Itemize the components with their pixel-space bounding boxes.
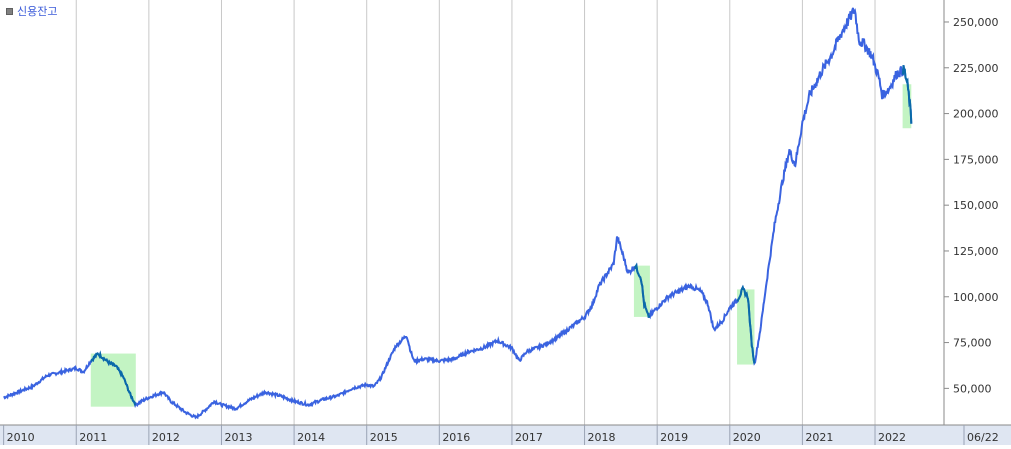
y-tick-label: 175,000: [953, 153, 999, 166]
legend: 신용잔고: [6, 3, 57, 19]
y-tick-label: 100,000: [953, 291, 999, 304]
x-tick-label: 2013: [224, 431, 252, 444]
highlight-segments: [90, 65, 913, 406]
y-tick-label: 225,000: [953, 62, 999, 75]
series-line-credit-balance: [3, 7, 913, 420]
vertical-grid: [75, 0, 876, 425]
x-tick-label: 2010: [7, 431, 35, 444]
legend-label: 신용잔고: [17, 5, 58, 18]
y-axis-ticks: 50,000 75,000 100,000 125,000 150,000 175,000…: [944, 16, 999, 395]
highlight-segment: [633, 262, 651, 318]
x-tick-label: 2021: [805, 431, 833, 444]
y-tick-label: 250,000: [953, 16, 999, 29]
highlight-box: [737, 289, 755, 365]
highlight-segment: [90, 350, 137, 406]
x-tick-label: 2017: [515, 431, 543, 444]
x-axis-ticks: 2010 2011 2012 2013 2014 2015 2016 2017 2018 2019…: [3, 425, 999, 445]
highlight-box: [90, 353, 136, 407]
y-tick-label: 150,000: [953, 199, 999, 212]
y-tick-label: 125,000: [953, 245, 999, 258]
x-tick-label: 06/22: [967, 431, 999, 444]
x-tick-label: 2012: [152, 431, 180, 444]
x-tick-label: 2019: [660, 431, 688, 444]
x-tick-label: 2018: [588, 431, 616, 444]
highlight-segment: [901, 65, 913, 124]
x-tick-label: 2014: [297, 431, 325, 444]
x-axis-panel: [0, 425, 1011, 445]
x-tick-label: 2011: [79, 431, 107, 444]
x-tick-label: 2016: [442, 431, 470, 444]
highlight-segment: [736, 284, 756, 364]
x-tick-label: 2015: [370, 431, 398, 444]
x-tick-label: 2022: [878, 431, 906, 444]
y-tick-label: 50,000: [953, 382, 992, 395]
plot-background: [0, 0, 944, 425]
x-tick-label: 2020: [733, 431, 761, 444]
y-tick-label: 75,000: [953, 337, 992, 350]
y-tick-label: 200,000: [953, 108, 999, 121]
legend-swatch-icon: [6, 7, 13, 15]
y-axis-panel: [944, 0, 1011, 425]
highlight-box: [902, 84, 912, 129]
